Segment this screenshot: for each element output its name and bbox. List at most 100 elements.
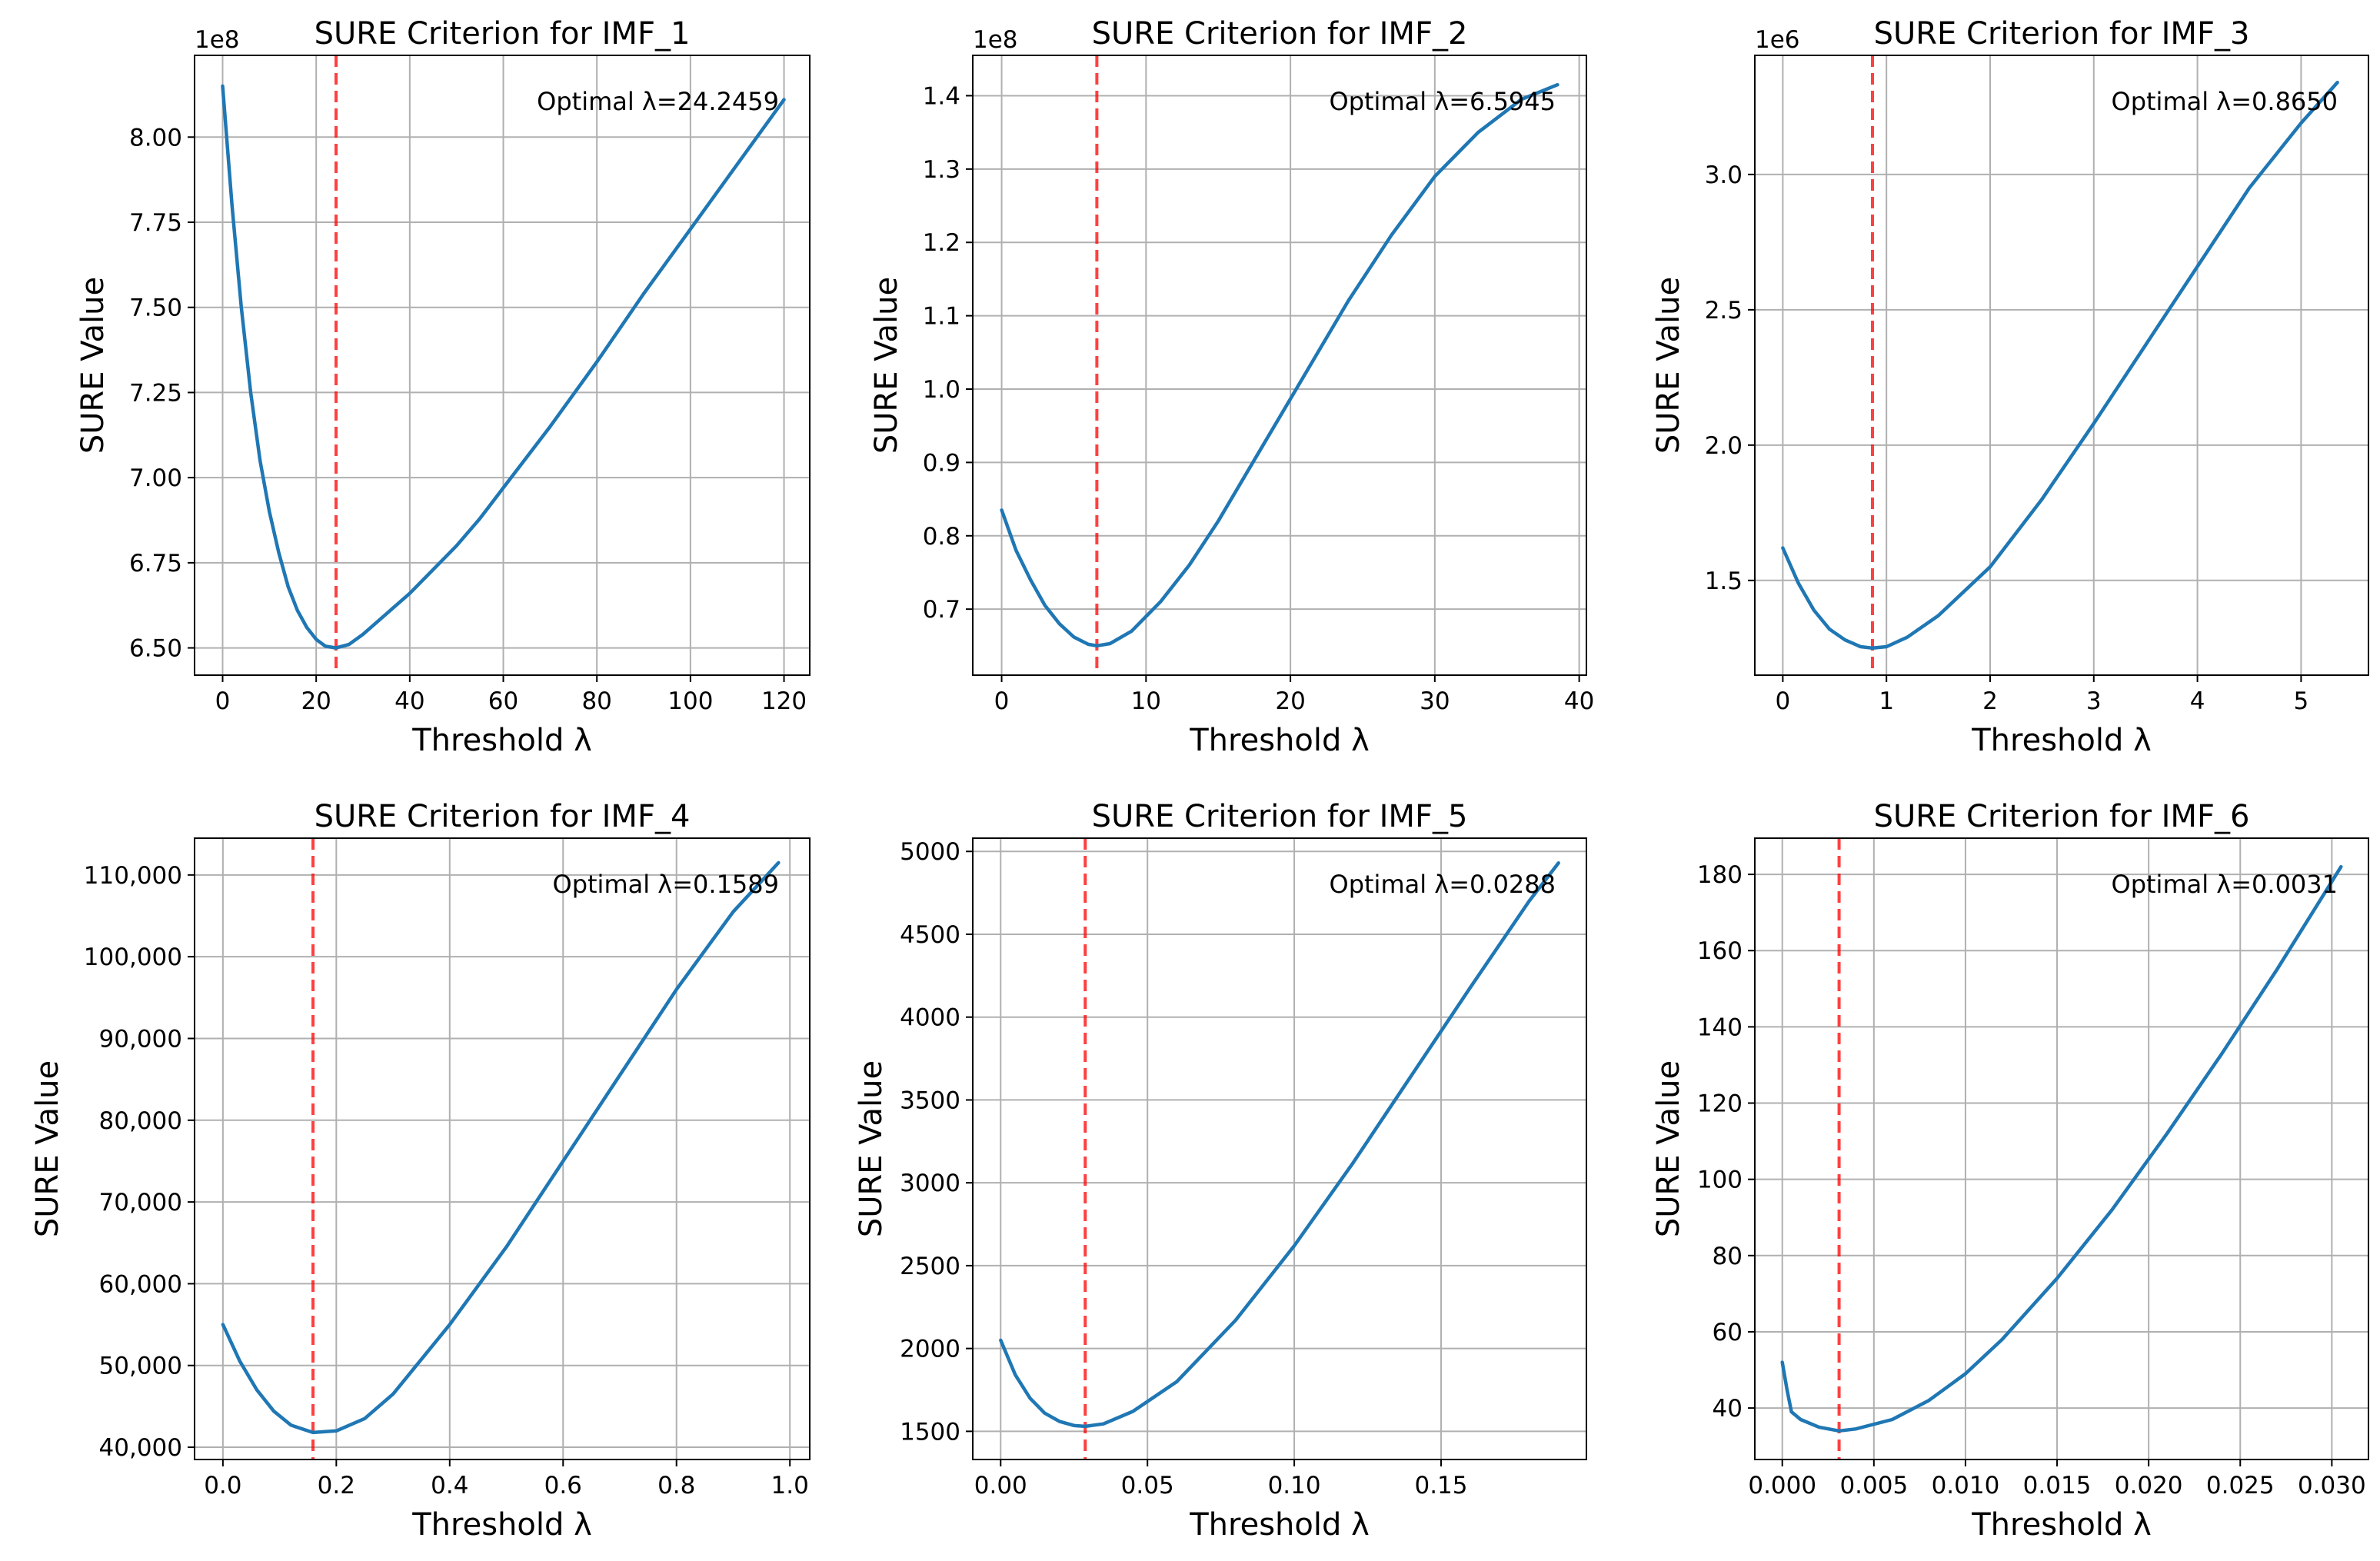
x-axis-label: Threshold λ: [1971, 1507, 2152, 1543]
x-tick-label: 0: [994, 687, 1010, 715]
subplot-imf-5: 0.00 0.05 0.10 0.15 1500 2000 2500 3000 3500 4000…: [854, 799, 1587, 1543]
y-axis-label: SURE Value: [75, 277, 111, 454]
x-tick-label: 0.6: [544, 1472, 582, 1499]
y-tick-label: 4500: [900, 921, 960, 949]
x-tick-label: 30: [1420, 687, 1450, 715]
x-tick-label: 40: [394, 687, 424, 715]
optimal-lambda-annotation: Optimal λ=0.0031: [2112, 870, 2338, 899]
x-axis-label: Threshold λ: [411, 723, 592, 758]
x-tick-label: 0: [1776, 687, 1791, 715]
y-tick-label: 7.25: [129, 379, 182, 407]
y-tick-label: 6.75: [129, 550, 182, 577]
subplot-title: SURE Criterion for IMF_1: [315, 16, 691, 52]
optimal-lambda-annotation: Optimal λ=0.1589: [553, 870, 780, 899]
y-tick-label: 1500: [900, 1418, 960, 1446]
y-tick-label: 4000: [900, 1004, 960, 1032]
x-tick-label: 0.025: [2206, 1472, 2275, 1499]
subplot-title: SURE Criterion for IMF_2: [1092, 16, 1468, 52]
y-tick-label: 3500: [900, 1087, 960, 1114]
y-tick-label: 100: [1697, 1167, 1743, 1194]
axes-frame: [972, 55, 1587, 676]
x-tick-label: 80: [581, 687, 611, 715]
y-tick-label: 6.50: [129, 635, 182, 663]
x-tick-label: 3: [2086, 687, 2102, 715]
x-tick-label: 0: [215, 687, 231, 715]
y-axis-label: SURE Value: [854, 1060, 889, 1237]
subplot-title: SURE Criterion for IMF_6: [1874, 799, 2250, 834]
x-tick-label: 120: [761, 687, 807, 715]
optimal-lambda-annotation: Optimal λ=0.8650: [2112, 87, 2338, 116]
axes-frame: [194, 837, 811, 1460]
y-axis-label: SURE Value: [869, 277, 904, 454]
axes-frame: [1754, 55, 2369, 676]
x-tick-label: 40: [1564, 687, 1594, 715]
y-tick-label: 2.0: [1705, 432, 1743, 460]
x-tick-label: 0.2: [318, 1472, 355, 1499]
subplot-title: SURE Criterion for IMF_3: [1874, 16, 2250, 52]
subplot-title: SURE Criterion for IMF_4: [315, 799, 691, 834]
y-tick-label: 7.75: [129, 209, 182, 237]
y-tick-label: 180: [1697, 861, 1743, 889]
y-tick-label: 0.9: [923, 449, 960, 477]
y-tick-label: 7.00: [129, 464, 182, 492]
axes-frame: [194, 55, 811, 676]
y-tick-label: 1.0: [923, 376, 960, 404]
y-tick-label: 2500: [900, 1253, 960, 1280]
y-tick-label: 140: [1697, 1013, 1743, 1041]
sure-curve: [1780, 864, 2343, 1433]
axes-frame: [1754, 837, 2369, 1460]
x-tick-label: 5: [2294, 687, 2309, 715]
x-tick-label: 100: [667, 687, 713, 715]
y-tick-label: 50,000: [99, 1353, 182, 1380]
y-tick-label: 120: [1697, 1090, 1743, 1118]
y-tick-label: 8.00: [129, 124, 182, 151]
x-tick-label: 0.005: [1839, 1472, 1908, 1499]
y-tick-label: 2000: [900, 1336, 960, 1363]
y-axis-label: SURE Value: [1651, 277, 1686, 454]
optimal-lambda-annotation: Optimal λ=6.5945: [1330, 87, 1556, 116]
x-tick-label: 0.010: [1932, 1472, 2000, 1499]
optimal-lambda-annotation: Optimal λ=0.0288: [1330, 870, 1556, 899]
y-tick-label: 0.7: [923, 596, 960, 624]
x-tick-label: 2: [1982, 687, 1998, 715]
subplot-imf-2: 0 10 20 30 40 0.7 0.8 0.9 1.0 1.1 1.2 1.3 1.4 1e8 SURE…: [869, 16, 1594, 758]
x-axis-label: Threshold λ: [411, 1507, 592, 1543]
x-tick-label: 1: [1879, 687, 1894, 715]
subplot-title: SURE Criterion for IMF_5: [1092, 799, 1468, 834]
y-tick-label: 1.3: [923, 156, 960, 184]
y-tick-label: 60: [1713, 1319, 1743, 1346]
y-axis-label: SURE Value: [1651, 1060, 1686, 1237]
subplot-imf-1: 0 20 40 60 80 100 120 6.50 6.75 7.00 7.25 7.50 7.75 8…: [75, 16, 811, 758]
y-tick-label: 70,000: [99, 1189, 182, 1217]
x-tick-label: 0.00: [974, 1472, 1027, 1499]
y-tick-label: 100,000: [84, 944, 182, 971]
x-tick-label: 0.0: [204, 1472, 241, 1499]
y-tick-label: 90,000: [99, 1025, 182, 1053]
x-tick-label: 20: [301, 687, 331, 715]
axis-multiplier-label: 1e8: [973, 26, 1018, 54]
y-tick-label: 60,000: [99, 1270, 182, 1298]
y-tick-label: 0.8: [923, 523, 960, 551]
y-tick-label: 2.5: [1705, 297, 1743, 325]
sure-curve: [1000, 82, 1559, 648]
x-axis-label: Threshold λ: [1971, 723, 2152, 758]
x-axis-label: Threshold λ: [1189, 723, 1370, 758]
subplot-imf-6: 0.000 0.005 0.010 0.015 0.020 0.025 0.030 40 60 8…: [1651, 799, 2369, 1543]
x-tick-label: 0.020: [2115, 1472, 2183, 1499]
y-tick-label: 3000: [900, 1170, 960, 1197]
y-tick-label: 160: [1697, 937, 1743, 965]
x-tick-label: 4: [2190, 687, 2205, 715]
x-tick-label: 0.015: [2023, 1472, 2092, 1499]
subplot-imf-4: 0.0 0.2 0.4 0.6 0.8 1.0 40,000 50,000 60,000 70,0…: [30, 799, 811, 1543]
x-tick-label: 60: [488, 687, 518, 715]
x-axis-label: Threshold λ: [1189, 1507, 1370, 1543]
x-tick-label: 1.0: [771, 1472, 809, 1499]
y-tick-label: 3.0: [1705, 161, 1743, 189]
x-tick-label: 0.10: [1268, 1472, 1321, 1499]
x-tick-label: 0.030: [2298, 1472, 2366, 1499]
y-tick-label: 1.1: [923, 303, 960, 331]
x-tick-label: 0.8: [657, 1472, 695, 1499]
axis-multiplier-label: 1e8: [195, 26, 240, 54]
y-tick-label: 80,000: [99, 1107, 182, 1135]
sure-curve: [999, 861, 1560, 1429]
